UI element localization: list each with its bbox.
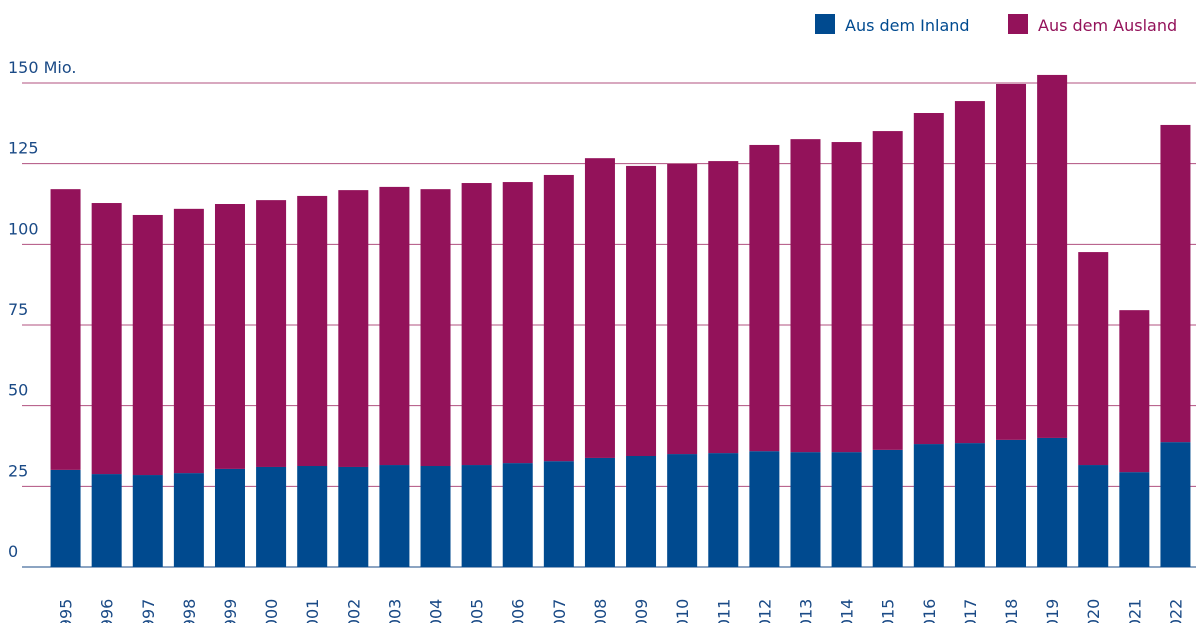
legend-label: Aus dem Inland [845, 16, 970, 35]
bar-segment [297, 195, 328, 467]
x-tick-label: 1995 [57, 599, 76, 623]
bar-segment [379, 186, 410, 466]
bar-segment [1037, 74, 1068, 438]
bar-segment [996, 83, 1027, 440]
x-tick-label: 2020 [1084, 599, 1103, 623]
bar-segment [132, 475, 163, 567]
x-tick-label: 2010 [673, 599, 692, 623]
x-tick-label: 2006 [509, 599, 528, 623]
x-tick-label: 2007 [550, 599, 569, 623]
x-tick-label: 2009 [632, 599, 651, 623]
x-tick-label: 2011 [714, 599, 733, 623]
y-tick-label: 100 [8, 219, 39, 238]
x-tick-label: 1996 [98, 599, 117, 623]
bar-segment [91, 474, 122, 567]
bar-segment [996, 439, 1027, 567]
x-tick-label: 2003 [385, 599, 404, 623]
bar-segment [913, 444, 944, 567]
bar-segment [502, 463, 533, 567]
x-tick-label: 2017 [961, 599, 980, 623]
bar-segment [502, 182, 533, 464]
bar-segment [338, 190, 369, 467]
bar-segment [1160, 442, 1191, 567]
bar-segment [461, 465, 492, 567]
bar-segment [584, 457, 615, 567]
x-tick-label: 2008 [591, 599, 610, 623]
bar-segment [708, 161, 739, 454]
bar-segment [831, 452, 862, 567]
bar-segment [872, 449, 903, 567]
bar-segment [708, 453, 739, 567]
bar-segment [173, 473, 204, 567]
bar-segment [584, 158, 615, 458]
bar-segment [543, 174, 574, 462]
bar-segment [50, 189, 81, 470]
bar-segment [667, 163, 698, 455]
x-tick-label: 2002 [344, 599, 363, 623]
y-tick-label: 75 [8, 300, 28, 319]
x-tick-label: 2000 [262, 599, 281, 623]
bar-segment [626, 456, 657, 567]
bar-segment [91, 203, 122, 475]
bar-segment [256, 466, 287, 567]
x-tick-label: 2005 [468, 599, 487, 623]
x-tick-label: 2013 [796, 599, 815, 623]
x-tick-label: 2018 [1002, 599, 1021, 623]
bar-segment [132, 214, 163, 476]
x-tick-label: 2022 [1166, 599, 1185, 623]
bar-segment [338, 466, 369, 567]
bar-segment [749, 451, 780, 567]
legend-swatch [815, 14, 835, 34]
bar-segment [1119, 472, 1150, 567]
x-tick-label: 2016 [920, 599, 939, 623]
bar-segment [214, 204, 245, 469]
bar-segment [543, 461, 574, 567]
bar-segment [50, 469, 81, 567]
bar-segment [1160, 124, 1191, 443]
bar-segment [297, 466, 328, 567]
y-tick-label: 25 [8, 461, 28, 480]
x-tick-label: 2015 [879, 599, 898, 623]
bar-segment [1078, 252, 1109, 466]
x-tick-label: 2004 [427, 599, 446, 623]
bar-segment [749, 144, 780, 452]
bar-segment [626, 165, 657, 457]
x-tick-label: 2021 [1125, 599, 1144, 623]
y-tick-label: 125 [8, 139, 39, 158]
bar-segment [954, 101, 985, 444]
y-tick-label: 150 Mio. [8, 58, 76, 77]
bar-segment [214, 468, 245, 567]
bar-segment [420, 189, 451, 467]
bar-segment [831, 142, 862, 453]
bar-segment [256, 200, 287, 467]
x-tick-label: 2012 [755, 599, 774, 623]
bar-segment [1037, 437, 1068, 567]
x-tick-label: 2001 [303, 599, 322, 623]
bar-segment [872, 131, 903, 450]
bar-segment [1119, 310, 1150, 473]
x-tick-label: 1998 [180, 599, 199, 623]
bar-segment [954, 443, 985, 567]
bar-segment [913, 113, 944, 445]
bar-segment [173, 208, 204, 474]
legend-label: Aus dem Ausland [1038, 16, 1177, 35]
x-tick-label: 2014 [838, 599, 857, 623]
bar-segment [790, 139, 821, 453]
legend-swatch [1008, 14, 1028, 34]
bar-segment [379, 465, 410, 567]
y-tick-label: 0 [8, 542, 18, 561]
bar-segment [667, 454, 698, 567]
y-tick-label: 50 [8, 381, 28, 400]
x-tick-label: 1999 [221, 599, 240, 623]
bar-segment [420, 466, 451, 567]
bar-segment [461, 183, 492, 466]
bar-segment [790, 452, 821, 567]
x-tick-label: 1997 [139, 599, 158, 623]
x-tick-label: 2019 [1043, 599, 1062, 623]
bar-segment [1078, 465, 1109, 567]
